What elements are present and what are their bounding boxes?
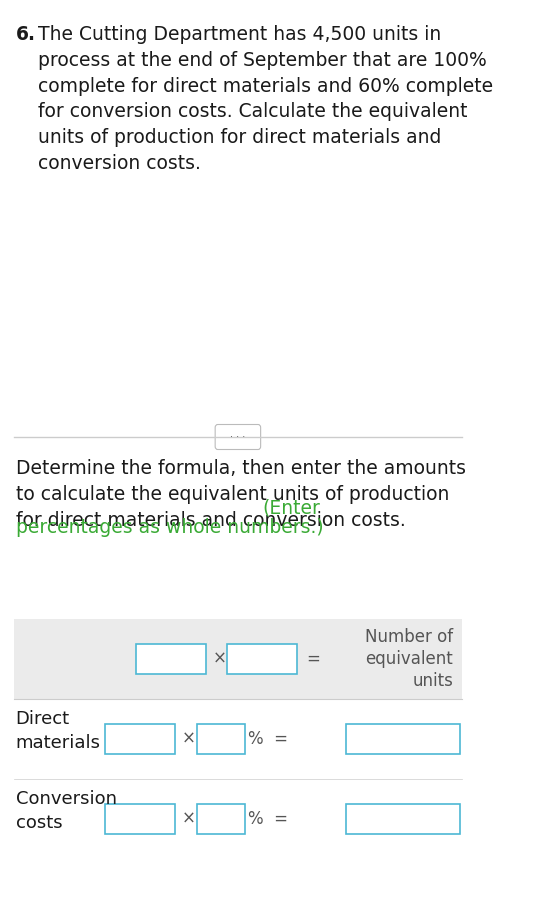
- FancyBboxPatch shape: [135, 644, 206, 674]
- Text: The Cutting Department has 4,500 units in
 process at the end of September that : The Cutting Department has 4,500 units i…: [32, 25, 493, 173]
- Text: ×: ×: [182, 730, 196, 748]
- Text: %  =: % =: [248, 810, 288, 828]
- Text: ×: ×: [213, 650, 226, 668]
- Text: ×: ×: [182, 810, 196, 828]
- Text: · · ·: · · ·: [230, 431, 245, 441]
- FancyBboxPatch shape: [215, 424, 261, 449]
- FancyBboxPatch shape: [197, 724, 245, 754]
- FancyBboxPatch shape: [105, 804, 175, 834]
- Text: %  =: % =: [248, 730, 288, 748]
- FancyBboxPatch shape: [347, 804, 460, 834]
- Text: Conversion
costs: Conversion costs: [16, 790, 117, 832]
- Text: (Enter: (Enter: [262, 498, 320, 517]
- FancyBboxPatch shape: [227, 644, 298, 674]
- FancyBboxPatch shape: [14, 619, 462, 699]
- Text: Determine the formula, then enter the amounts
to calculate the equivalent units : Determine the formula, then enter the am…: [16, 459, 466, 529]
- FancyBboxPatch shape: [347, 724, 460, 754]
- Text: =: =: [306, 650, 320, 668]
- Text: Number of
equivalent
units: Number of equivalent units: [365, 628, 453, 690]
- Text: percentages as whole numbers.): percentages as whole numbers.): [16, 518, 323, 537]
- FancyBboxPatch shape: [105, 724, 175, 754]
- Text: Direct
materials: Direct materials: [16, 710, 101, 752]
- Text: 6.: 6.: [16, 25, 36, 44]
- FancyBboxPatch shape: [197, 804, 245, 834]
